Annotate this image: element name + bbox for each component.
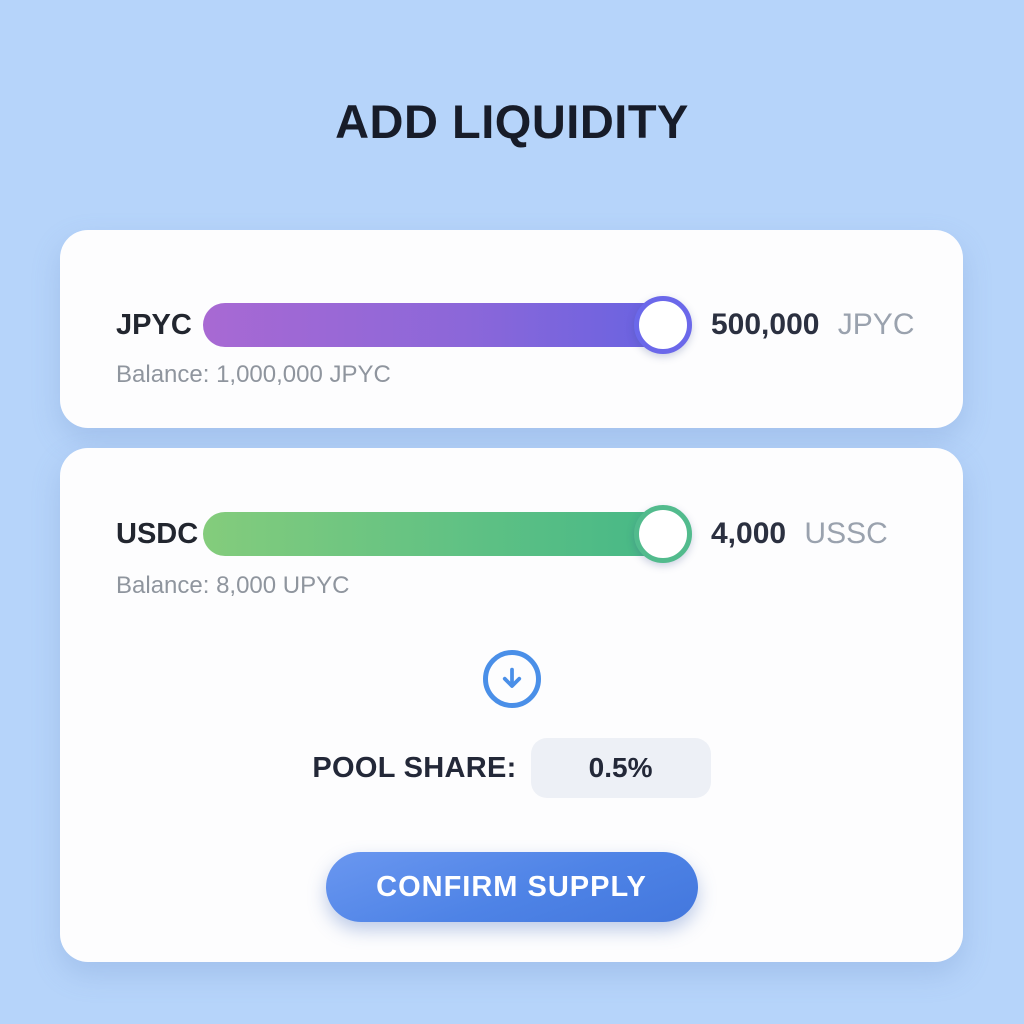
- usdc-slider-handle[interactable]: [634, 505, 692, 563]
- jpyc-balance: Balance: 1,000,000 JPYC: [116, 361, 391, 388]
- pool-share-value: 0.5%: [530, 738, 711, 798]
- usdc-token-row: USDC 4,000 USSC: [116, 505, 923, 563]
- jpyc-slider-track[interactable]: [203, 303, 688, 347]
- usdc-amount-slider[interactable]: [203, 505, 692, 563]
- jpyc-amount-value: 500,000: [711, 308, 820, 341]
- jpyc-amount: 500,000 JPYC: [711, 308, 914, 342]
- usdc-balance: Balance: 8,000 UPYC: [116, 572, 350, 599]
- usdc-amount-unit: USSC: [804, 517, 888, 550]
- pool-share-label: POOL SHARE:: [312, 751, 517, 784]
- usdc-slider-track[interactable]: [203, 512, 688, 556]
- usdc-input-card: USDC 4,000 USSC Balance: 8,000 UPYC POOL…: [60, 448, 963, 962]
- usdc-amount-value: 4,000: [711, 517, 787, 550]
- jpyc-slider-handle[interactable]: [634, 296, 692, 354]
- jpyc-amount-slider[interactable]: [203, 296, 692, 354]
- pool-share-row: POOL SHARE: 0.5%: [60, 738, 963, 798]
- jpyc-token-row: JPYC 500,000 JPYC: [116, 296, 923, 354]
- page-title: ADD LIQUIDITY: [335, 95, 689, 148]
- jpyc-input-card: JPYC 500,000 JPYC Balance: 1,000,000 JPY…: [60, 230, 963, 428]
- usdc-amount: 4,000 USSC: [711, 517, 888, 551]
- usdc-token-label: USDC: [116, 517, 199, 550]
- jpyc-amount-unit: JPYC: [837, 308, 915, 341]
- arrow-down-icon: [482, 650, 541, 708]
- jpyc-token-label: JPYC: [116, 308, 192, 341]
- confirm-supply-button[interactable]: CONFIRM SUPPLY: [325, 852, 698, 922]
